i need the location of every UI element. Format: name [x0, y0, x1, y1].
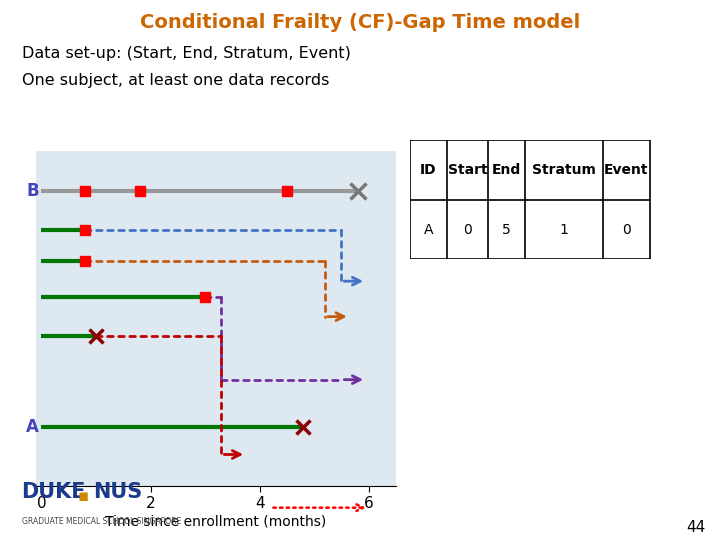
- Text: A: A: [424, 222, 433, 237]
- Text: 0: 0: [622, 222, 631, 237]
- Text: NUS: NUS: [94, 482, 143, 502]
- Text: 44: 44: [686, 519, 706, 535]
- Text: 5: 5: [502, 222, 511, 237]
- Text: A: A: [26, 418, 39, 436]
- Text: Data set-up: (Start, End, Stratum, Event): Data set-up: (Start, End, Stratum, Event…: [22, 46, 351, 61]
- Text: B: B: [26, 181, 39, 200]
- Text: Start: Start: [448, 163, 487, 177]
- Text: Conditional Frailty (CF)-Gap Time model: Conditional Frailty (CF)-Gap Time model: [140, 14, 580, 32]
- Text: 1: 1: [559, 222, 568, 237]
- Text: One subject, at least one data records: One subject, at least one data records: [22, 73, 329, 88]
- Text: ID: ID: [420, 163, 437, 177]
- Text: 0: 0: [463, 222, 472, 237]
- Text: Event: Event: [604, 163, 649, 177]
- Text: ▪: ▪: [77, 487, 89, 505]
- X-axis label: Time since enrollment (months): Time since enrollment (months): [105, 514, 327, 528]
- Text: DUKE: DUKE: [22, 482, 86, 502]
- Text: GRADUATE MEDICAL SCHOOL SINGAPORE: GRADUATE MEDICAL SCHOOL SINGAPORE: [22, 517, 181, 526]
- Text: End: End: [492, 163, 521, 177]
- Text: Stratum: Stratum: [531, 163, 595, 177]
